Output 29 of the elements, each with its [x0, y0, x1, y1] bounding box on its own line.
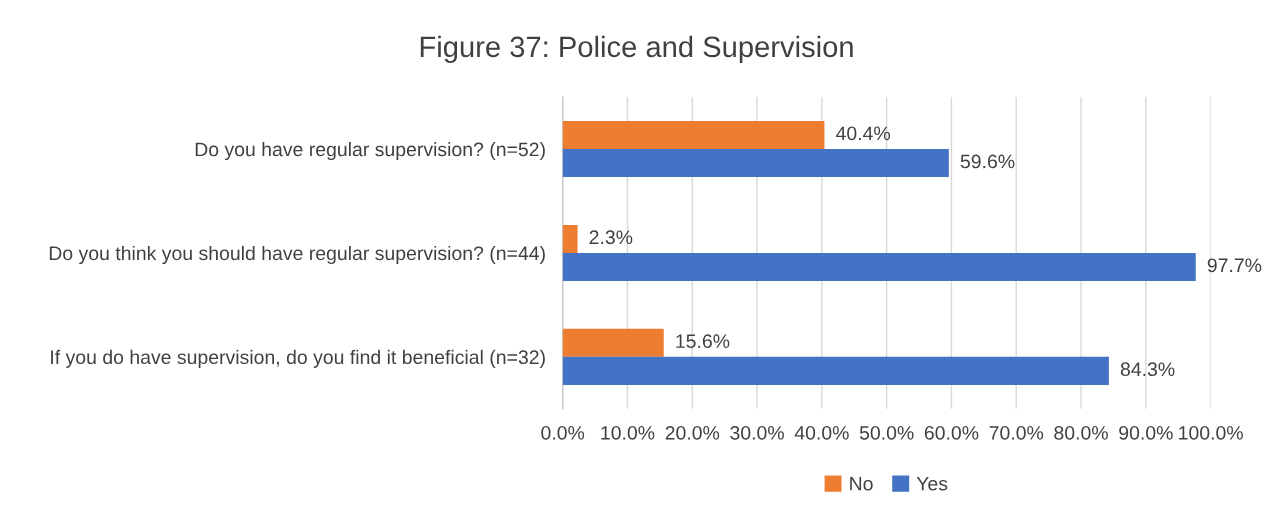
- chart-title: Figure 37: Police and Supervision: [420, 35, 853, 63]
- x-tick-label: 60.0%: [924, 425, 979, 440]
- bar: [562, 356, 1109, 385]
- bar: [562, 252, 1196, 281]
- x-tick-label: 20.0%: [665, 425, 720, 440]
- legend-label: Yes: [916, 476, 948, 491]
- y-tick-label: Do you think you should have regular supervision? (n=44): [49, 245, 545, 265]
- x-tick-label: 0.0%: [541, 425, 585, 440]
- bar: [562, 120, 825, 150]
- x-tick-label: 50.0%: [859, 425, 914, 440]
- data-label: 84.3%: [1120, 362, 1175, 377]
- bar: [562, 328, 664, 357]
- y-tick-label: If you do have supervision, do you find it beneficial (n=32): [51, 349, 545, 368]
- data-label: 15.6%: [676, 334, 730, 349]
- x-tick-label: 80.0%: [1054, 425, 1108, 440]
- x-tick-label: 40.0%: [794, 425, 849, 440]
- bar: [562, 224, 578, 253]
- x-tick-label: 30.0%: [730, 425, 784, 440]
- x-tick-label: 10.0%: [601, 425, 655, 440]
- x-tick-label: 70.0%: [989, 425, 1044, 440]
- data-label: 2.3%: [589, 230, 633, 245]
- data-label: 59.6%: [960, 154, 1015, 169]
- x-tick-label: 90.0%: [1119, 425, 1173, 440]
- x-tick-label: 100.0%: [1179, 425, 1243, 440]
- data-label: 97.7%: [1207, 258, 1262, 273]
- bar: [562, 149, 949, 178]
- data-label: 40.4%: [836, 126, 890, 141]
- y-tick-label: Do you have regular supervision? (n=52): [195, 142, 545, 161]
- legend-label: No: [850, 476, 873, 491]
